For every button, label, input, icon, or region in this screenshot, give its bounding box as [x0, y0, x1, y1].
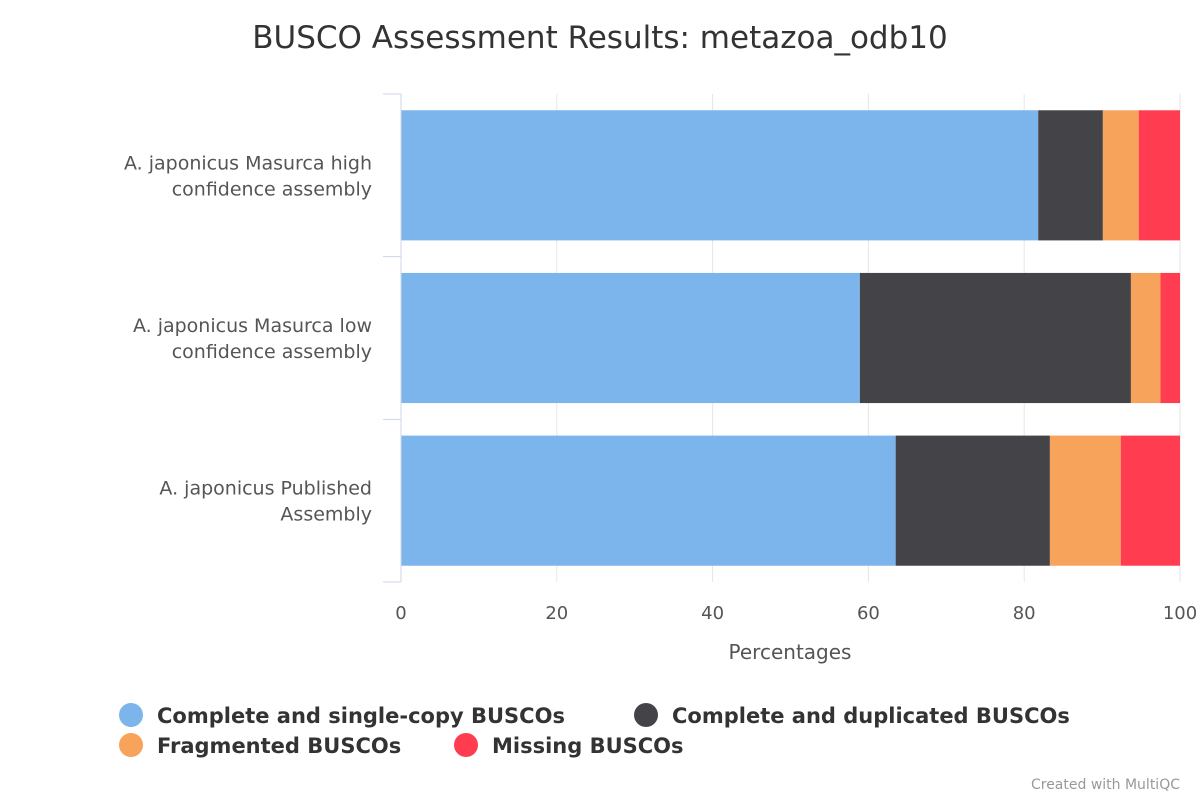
category-label-1: A. japonicus Masurca high confidence asse… — [124, 152, 372, 200]
bars — [401, 110, 1180, 566]
bar-3-series-3[interactable] — [1049, 435, 1121, 566]
legend-item-1[interactable]: Complete and single-copy BUSCOs — [119, 703, 565, 728]
x-axis-title: Percentages — [729, 640, 852, 664]
bar-2-series-4[interactable] — [1160, 272, 1180, 404]
x-tick-label-60: 60 — [857, 603, 880, 624]
x-tick-label-0: 0 — [395, 603, 406, 624]
axes — [383, 93, 402, 583]
legend-marker-4 — [454, 733, 478, 757]
credit-text: Created with MultiQC — [1031, 777, 1180, 793]
legend-marker-2 — [634, 703, 658, 727]
x-tick-label-100: 100 — [1163, 603, 1197, 624]
category-label-3: A. japonicus Published Assembly — [159, 478, 372, 526]
legend-marker-3 — [119, 733, 143, 757]
legend-item-3[interactable]: Fragmented BUSCOs — [119, 733, 401, 758]
bar-2-series-3[interactable] — [1130, 272, 1161, 404]
bar-3-series-1[interactable] — [401, 435, 896, 566]
category-labels: A. japonicus Masurca high confidence asse… — [124, 152, 372, 525]
bar-1-series-2[interactable] — [1038, 110, 1103, 241]
chart-title: BUSCO Assessment Results: metazoa_odb10 — [252, 20, 948, 56]
legend[interactable]: Complete and single-copy BUSCOs Complete … — [119, 703, 1070, 758]
x-tick-label-80: 80 — [1013, 603, 1036, 624]
legend-label-3: Fragmented BUSCOs — [157, 734, 401, 758]
legend-item-4[interactable]: Missing BUSCOs — [454, 733, 684, 758]
legend-marker-1 — [119, 703, 143, 727]
bar-2-series-1[interactable] — [401, 272, 860, 404]
legend-item-2[interactable]: Complete and duplicated BUSCOs — [634, 703, 1070, 728]
bar-1-series-4[interactable] — [1138, 110, 1180, 241]
bar-2-series-2[interactable] — [859, 272, 1131, 404]
x-tick-labels: 0 20 40 60 80 100 — [395, 603, 1197, 624]
x-tick-label-40: 40 — [701, 603, 724, 624]
bar-1-series-3[interactable] — [1102, 110, 1139, 241]
bar-1-series-1[interactable] — [401, 110, 1039, 241]
legend-label-1: Complete and single-copy BUSCOs — [157, 704, 565, 728]
legend-label-4: Missing BUSCOs — [492, 734, 684, 758]
x-tick-label-20: 20 — [545, 603, 568, 624]
bar-3-series-4[interactable] — [1120, 435, 1180, 566]
bar-3-series-2[interactable] — [895, 435, 1050, 566]
category-label-2: A. japonicus Masurca low confidence assem… — [133, 315, 372, 363]
legend-label-2: Complete and duplicated BUSCOs — [672, 704, 1070, 728]
